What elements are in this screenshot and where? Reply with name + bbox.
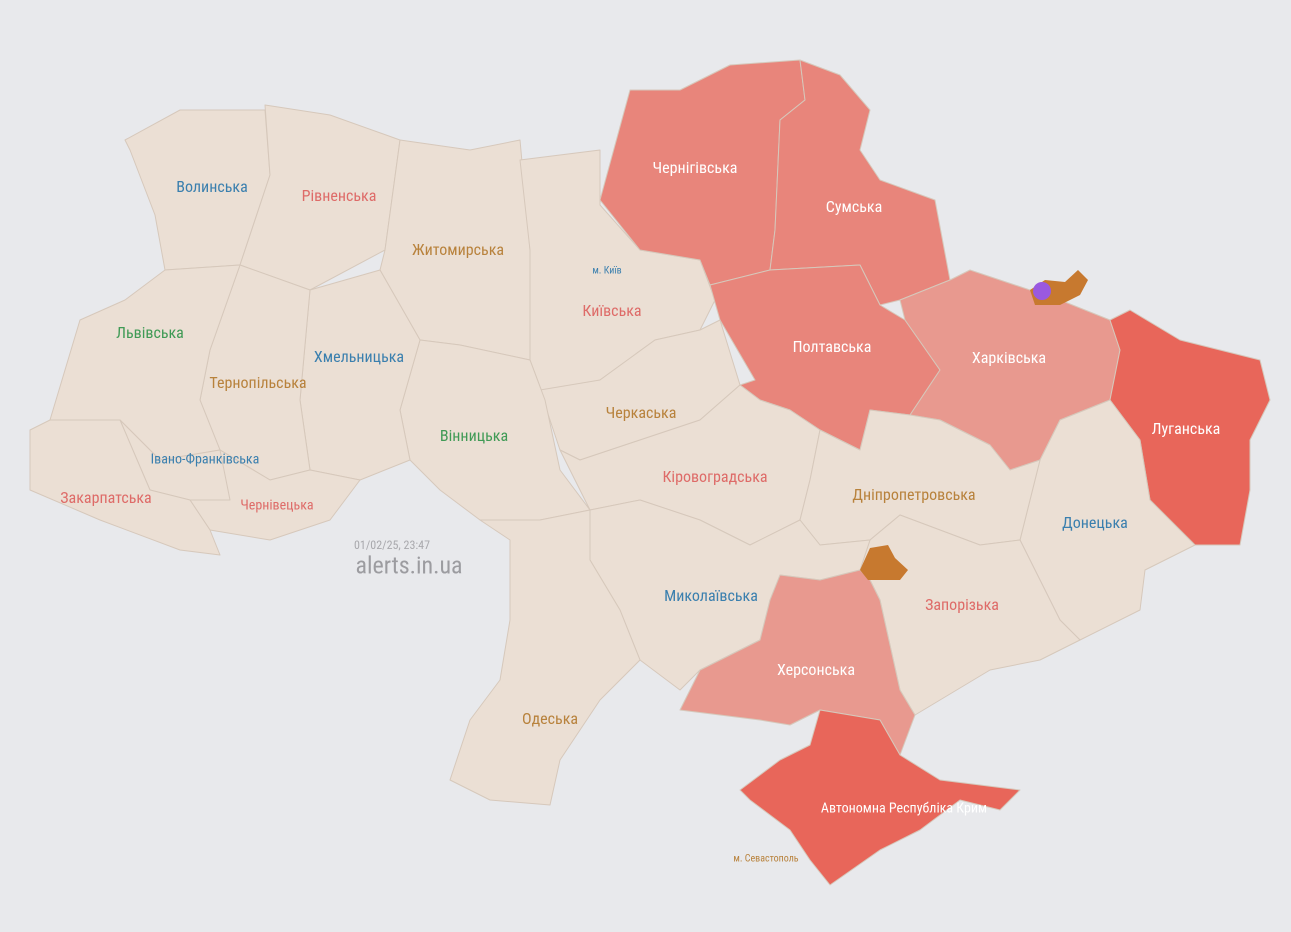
region-label: Донецька [1062, 513, 1128, 532]
timestamp: 01/02/25, 23:47 [354, 538, 430, 552]
region-label: Чернівецька [240, 498, 313, 514]
regions [29, 59, 1271, 886]
region-label: Івано-Франківська [151, 452, 260, 468]
region-label: Кіровоградська [662, 467, 767, 486]
region-label: Хмельницька [314, 347, 404, 366]
city-label: м. Київ [592, 266, 621, 277]
threat-icons [860, 270, 1088, 580]
region-label: Рівненська [302, 186, 377, 205]
region-label: Полтавська [793, 337, 872, 356]
city-label: м. Севастополь [733, 854, 798, 865]
region-label: Закарпатська [60, 488, 151, 507]
region-zakarpattia[interactable] [29, 419, 221, 556]
labels: Волинська Рівненська Житомирська Київськ… [60, 158, 1220, 864]
region-label: Харківська [972, 348, 1046, 367]
region-label: Миколаївська [664, 586, 758, 605]
region-crimea[interactable] [739, 709, 1021, 886]
region-label: Луганська [1152, 419, 1221, 438]
region-label: Черкаська [606, 403, 677, 422]
region-label: Сумська [826, 197, 882, 216]
region-odesa[interactable] [449, 509, 641, 806]
region-label: Чернігівська [653, 158, 738, 177]
region-label: Київська [582, 301, 641, 320]
region-chernivtsi[interactable] [189, 449, 361, 541]
region-label: Одеська [522, 709, 578, 728]
region-label: Запорізька [925, 595, 999, 614]
region-label: Волинська [176, 177, 248, 196]
region-label: Дніпропетровська [852, 485, 975, 504]
region-label: Вінницька [440, 426, 508, 445]
region-label: Житомирська [412, 240, 504, 259]
region-label: Тернопільська [209, 373, 306, 392]
threat-icon [1033, 282, 1051, 300]
region-rivne[interactable] [239, 104, 401, 291]
site-name: alerts.in.ua [355, 551, 462, 579]
region-label: Автономна Республіка Крим [821, 801, 987, 817]
region-label: Львівська [116, 323, 184, 342]
region-label: Херсонська [777, 660, 855, 679]
threat-area [860, 545, 908, 580]
